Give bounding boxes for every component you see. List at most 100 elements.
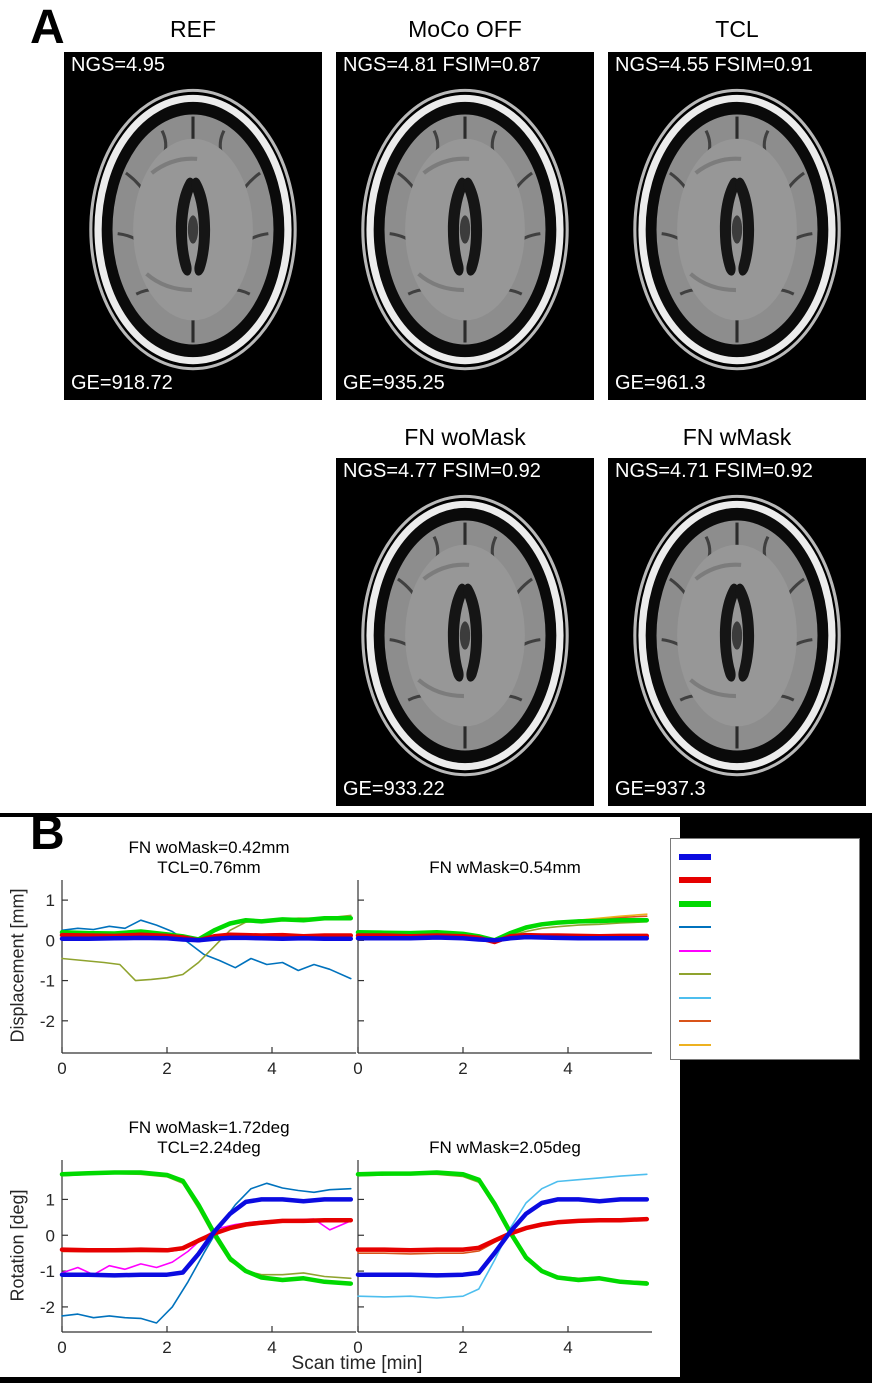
metric-top: NGS=4.81 FSIM=0.87 bbox=[343, 54, 541, 76]
disp_left-series-green-thick bbox=[59, 915, 354, 942]
y-tick-label: -1 bbox=[40, 972, 55, 991]
x-axis-label: Scan time [min] bbox=[291, 1353, 423, 1374]
mri-fn-wmask: NGS=4.71 FSIM=0.92 GE=937.3 bbox=[608, 458, 866, 806]
rot_left-series-orange bbox=[61, 1220, 352, 1253]
legend-color-sample bbox=[679, 1043, 711, 1046]
disp_right-series-magenta bbox=[357, 935, 648, 942]
disp_right-series-green-thick bbox=[355, 917, 650, 943]
metric-top: NGS=4.71 FSIM=0.92 bbox=[615, 460, 813, 482]
x-tick-label: 4 bbox=[267, 1059, 276, 1078]
disp_left-series-orange bbox=[61, 933, 352, 942]
disp-left-title-line2: TCL=0.76mm bbox=[157, 858, 261, 877]
panel-a-label: A bbox=[30, 1, 65, 54]
brain-mri-image bbox=[64, 52, 322, 400]
legend-entry-magenta bbox=[671, 939, 859, 963]
y-tick-label: -2 bbox=[40, 1012, 55, 1031]
disp_left-series-blue-thin bbox=[61, 919, 352, 980]
legend-entry-red-thick bbox=[671, 869, 859, 893]
metric-bottom: GE=961.3 bbox=[615, 372, 706, 394]
rot_left-series-yellow bbox=[61, 1219, 352, 1252]
rot_right-series-cyan bbox=[357, 1173, 648, 1299]
image-title-tcl: TCL bbox=[715, 16, 759, 42]
mri-fn-womask: NGS=4.77 FSIM=0.92 GE=933.22 bbox=[336, 458, 594, 806]
brain-mri-image bbox=[608, 458, 866, 806]
rot_left-series-blue-thin bbox=[61, 1182, 352, 1324]
rot_right-series-orange bbox=[357, 1219, 648, 1255]
x-tick-label: 2 bbox=[458, 1059, 467, 1078]
image-title-ref: REF bbox=[170, 16, 216, 42]
rot_left-series-red-thick bbox=[59, 1217, 354, 1253]
legend-color-sample bbox=[679, 1020, 711, 1023]
metric-bottom: GE=918.72 bbox=[71, 372, 173, 394]
disp_left-series-cyan bbox=[61, 937, 352, 943]
mri-ref: NGS=4.95 GE=918.72 bbox=[64, 52, 322, 400]
image-title-fn-womask: FN woMask bbox=[404, 424, 526, 450]
legend-entry-cyan bbox=[671, 986, 859, 1010]
y-tick-label: 1 bbox=[46, 891, 55, 910]
rot_left-series-cyan bbox=[61, 1197, 352, 1277]
legend-color-sample bbox=[679, 877, 711, 884]
x-tick-label: 0 bbox=[57, 1059, 66, 1078]
legend-entry-green-thick bbox=[671, 892, 859, 916]
rot_right-series-blue-thick bbox=[355, 1197, 650, 1278]
x-tick-label: 4 bbox=[563, 1059, 572, 1078]
brain-mri-image bbox=[608, 52, 866, 400]
legend-entry-orange bbox=[671, 1010, 859, 1034]
metric-bottom: GE=935.25 bbox=[343, 372, 445, 394]
rot_left-series-blue-thick bbox=[59, 1197, 354, 1278]
disp-left-title-line1: FN woMask=0.42mm bbox=[128, 838, 290, 857]
mri-moco-off: NGS=4.81 FSIM=0.87 GE=935.25 bbox=[336, 52, 594, 400]
x-tick-label: 0 bbox=[353, 1059, 362, 1078]
y-tick-label: 0 bbox=[46, 1226, 55, 1245]
image-title-moco-off: MoCo OFF bbox=[408, 16, 522, 42]
rot_right-series-olive bbox=[357, 1173, 648, 1283]
legend-entry-yellow bbox=[671, 1033, 859, 1057]
legend-entry-olive bbox=[671, 963, 859, 987]
legend-color-sample bbox=[679, 996, 711, 999]
rot_left-series-green-thick bbox=[59, 1170, 354, 1286]
y-axis-label-rotation: Rotation [deg] bbox=[7, 1189, 28, 1302]
rot_right-series-green-thick bbox=[355, 1170, 650, 1286]
legend-color-sample bbox=[679, 973, 711, 976]
mri-tcl: NGS=4.55 FSIM=0.91 GE=961.3 bbox=[608, 52, 866, 400]
metric-bottom: GE=937.3 bbox=[615, 778, 706, 800]
disp_right-series-blue-thin bbox=[357, 933, 648, 942]
y-tick-label: 0 bbox=[46, 931, 55, 950]
metric-bottom: GE=933.22 bbox=[343, 778, 445, 800]
y-axis-label-displacement: Displacement [mm] bbox=[7, 888, 28, 1043]
rot-left-title-line2: TCL=2.24deg bbox=[157, 1138, 261, 1157]
panel-divider-top bbox=[0, 813, 872, 817]
disp_right-series-olive bbox=[357, 920, 648, 942]
y-tick-label: -2 bbox=[40, 1298, 55, 1317]
legend-color-sample bbox=[679, 900, 711, 907]
rot_left-series-magenta bbox=[61, 1218, 352, 1276]
legend-color-sample bbox=[679, 949, 711, 952]
disp_left-series-blue-thick bbox=[59, 935, 354, 943]
disp_left-series-red-thick bbox=[59, 932, 354, 943]
disp_left-series-olive bbox=[61, 914, 352, 982]
rot_right-series-blue-thin bbox=[357, 1198, 648, 1276]
disp_right-series-cyan bbox=[357, 935, 648, 943]
disp-right-title: FN wMask=0.54mm bbox=[429, 858, 581, 877]
legend-color-sample bbox=[679, 926, 711, 929]
rot-right-title: FN wMask=2.05deg bbox=[429, 1138, 581, 1157]
rot_right-series-red-thick bbox=[355, 1216, 650, 1253]
rot_right-series-magenta bbox=[357, 1218, 648, 1252]
y-tick-label: 1 bbox=[46, 1190, 55, 1209]
image-title-fn-wmask: FN wMask bbox=[682, 424, 792, 450]
panel-b-label: B bbox=[30, 807, 65, 860]
legend-entry-blue-thick bbox=[671, 845, 859, 869]
disp_left-series-yellow bbox=[61, 935, 352, 942]
brain-mri-image bbox=[336, 52, 594, 400]
legend-entry-blue-thin bbox=[671, 916, 859, 940]
x-tick-label: 2 bbox=[162, 1059, 171, 1078]
panel-divider-bottom bbox=[0, 1377, 872, 1383]
disp_right-series-blue-thick bbox=[355, 934, 650, 943]
disp_left-series-magenta bbox=[61, 935, 352, 942]
y-tick-label: -1 bbox=[40, 1262, 55, 1281]
metric-top: NGS=4.55 FSIM=0.91 bbox=[615, 54, 813, 76]
disp_right-series-red-thick bbox=[355, 932, 650, 945]
disp_right-series-yellow bbox=[357, 913, 648, 943]
metric-top: NGS=4.95 bbox=[71, 54, 165, 76]
